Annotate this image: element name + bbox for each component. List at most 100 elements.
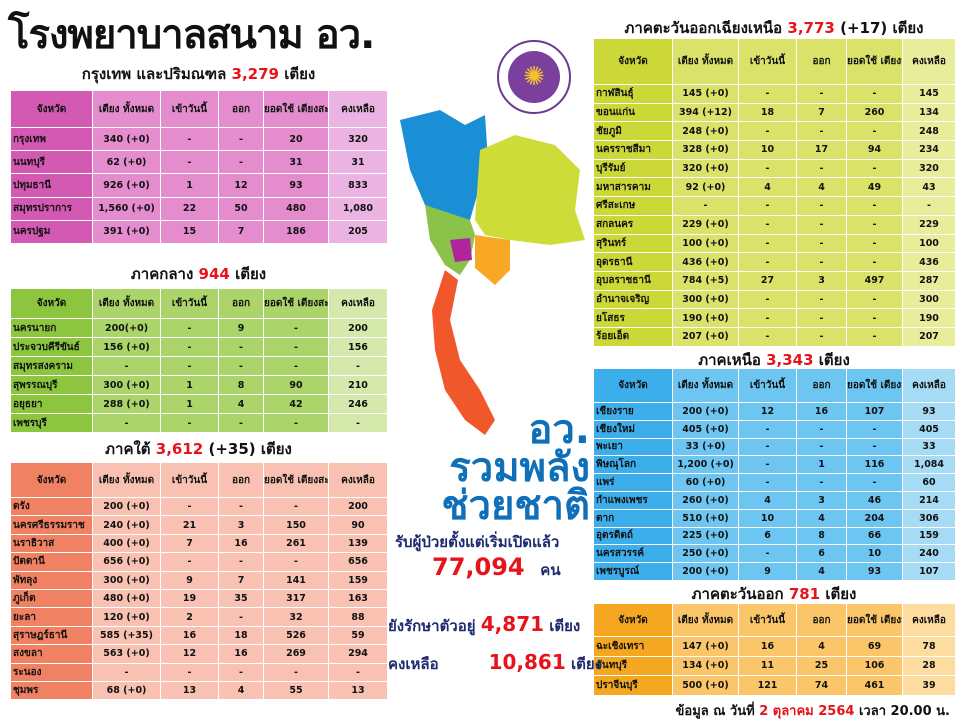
value-cell: 6 [796, 544, 847, 564]
value-cell: 1,560 (+0) [92, 196, 161, 221]
value-cell: - [738, 196, 797, 216]
column-header: เข้าวันนี้ [160, 288, 219, 319]
province-cell: นครศรีธรรมราช [10, 515, 93, 535]
value-cell: 88 [328, 607, 388, 627]
value-cell: - [738, 289, 797, 310]
value-cell: 62 (+0) [92, 150, 161, 175]
value-cell: 11 [738, 655, 797, 676]
value-cell: 190 (+0) [672, 308, 739, 328]
province-cell: อุดรธานี [593, 252, 673, 272]
column-header: คงเหลือ [902, 38, 956, 85]
value-cell: 260 (+0) [672, 490, 739, 510]
value-cell: 33 (+0) [672, 437, 739, 457]
table-row: พัทลุง 300 (+0) 9 7 141 159 [10, 570, 388, 590]
value-cell: 9 [160, 570, 219, 590]
value-cell: 16 [796, 402, 847, 421]
table-header: จังหวัด เตียง ทั้งหมด เข้าวันนี้ ออก ยอดใช้ … [593, 368, 956, 403]
value-cell: 121 [738, 675, 797, 696]
value-cell: 8 [796, 526, 847, 546]
thailand-map [400, 110, 585, 435]
value-cell: 4 [218, 680, 264, 701]
table-row: เชียงราย 200 (+0) 12 16 107 93 [593, 402, 956, 421]
value-cell: - [796, 121, 847, 142]
region-total: 3,612 [155, 440, 204, 458]
value-cell: 31 [263, 150, 329, 175]
province-cell: นนทบุรี [10, 150, 93, 175]
column-header: ยอดใช้ เตียงสะสม [846, 603, 903, 637]
value-cell: - [738, 214, 797, 235]
value-cell: - [846, 473, 903, 492]
table-row: กรุงเทพ 340 (+0) - -20 320 [10, 126, 388, 152]
table-row: ภูเก็ต 480 (+0) 19 35 317 163 [10, 588, 388, 609]
value-cell: 306 [902, 508, 956, 528]
column-header: จังหวัด [10, 90, 93, 128]
value-cell: 145 [902, 84, 956, 104]
table-row: สุรินทร์ 100 (+0) - - -100 [593, 233, 956, 254]
value-cell: 139 [328, 533, 388, 554]
table-row: ยโสธร 190 (+0) - - -190 [593, 308, 956, 328]
east-title: ภาคตะวันออก 781 เตียง [593, 582, 955, 606]
value-cell: - [796, 326, 847, 347]
value-cell: 229 (+0) [672, 214, 739, 235]
table-row: สมุทรปราการ 1,560 (+0) 22 50 480 1,080 [10, 196, 388, 221]
province-cell: ชัยภูมิ [593, 121, 673, 142]
value-cell: - [160, 356, 219, 376]
value-cell: 405 [902, 419, 956, 439]
value-cell: 20 [263, 126, 329, 152]
value-cell: 320 (+0) [672, 158, 739, 179]
value-cell: - [846, 289, 903, 310]
page-title: โรงพยาบาลสนาม อว. [8, 12, 375, 58]
remaining-count: 10,861 [488, 650, 566, 674]
value-cell: 288 (+0) [92, 394, 161, 414]
table-row: ยะลา 120 (+0) 2-32 88 [10, 607, 388, 627]
value-cell: 248 (+0) [672, 121, 739, 142]
value-cell: - [218, 413, 264, 433]
value-cell: 16 [160, 625, 219, 646]
province-cell: เชียงใหม่ [593, 419, 673, 439]
value-cell: - [738, 419, 797, 439]
region-name: กรุงเทพ และปริมณฑล [81, 65, 227, 83]
province-cell: ตรัง [10, 496, 93, 517]
value-cell: - [218, 552, 264, 572]
value-cell: 106 [846, 655, 903, 676]
column-header: ยอดใช้ เตียงสะสม [846, 38, 903, 85]
value-cell: - [846, 326, 903, 347]
value-cell: - [218, 150, 264, 175]
value-cell: 7 [796, 102, 847, 123]
value-cell: 190 [902, 308, 956, 328]
value-cell: 90 [263, 375, 329, 395]
region-total: 3,773 [787, 19, 835, 37]
value-cell: 1,080 [328, 196, 388, 221]
value-cell: 200 (+0) [672, 562, 739, 581]
value-cell: 394 (+12) [672, 102, 739, 123]
slogan-line-2: รวมพลัง [449, 445, 590, 491]
column-header: จังหวัด [593, 38, 673, 85]
table-row: ปัตตานี 656 (+0) - - -656 [10, 552, 388, 572]
value-cell: - [218, 496, 264, 517]
value-cell: - [218, 356, 264, 376]
table-row: สมุทรสงคราม - - - - - [10, 356, 388, 376]
province-cell: นราธิวาส [10, 533, 93, 554]
value-cell: - [160, 150, 219, 175]
province-cell: ฉะเชิงเทรา [593, 636, 673, 657]
value-cell: 46 [846, 490, 903, 510]
value-cell: 12 [160, 644, 219, 664]
province-cell: พิษณุโลก [593, 455, 673, 475]
column-header: คงเหลือ [328, 288, 388, 319]
province-cell: ยะลา [10, 607, 93, 627]
value-cell: 9 [218, 318, 264, 338]
value-cell: 585 (+35) [92, 625, 161, 646]
province-cell: สมุทรปราการ [10, 196, 93, 221]
value-cell: - [160, 337, 219, 357]
province-cell: จันทบุรี [593, 655, 673, 676]
bangkok-title: กรุงเทพ และปริมณฑล 3,279 เตียง [10, 62, 387, 86]
footer-date: 2 ตุลาคม 2564 [759, 704, 855, 719]
value-cell: 1 [796, 455, 847, 475]
value-cell: 7 [218, 570, 264, 590]
value-cell: 35 [218, 588, 264, 609]
value-cell: 6 [738, 526, 797, 546]
value-cell: 320 [902, 158, 956, 179]
value-cell: - [846, 121, 903, 142]
province-cell: อุตรดิตถ์ [593, 526, 673, 546]
table-row: บุรีรัมย์ 320 (+0) - - -320 [593, 158, 956, 179]
